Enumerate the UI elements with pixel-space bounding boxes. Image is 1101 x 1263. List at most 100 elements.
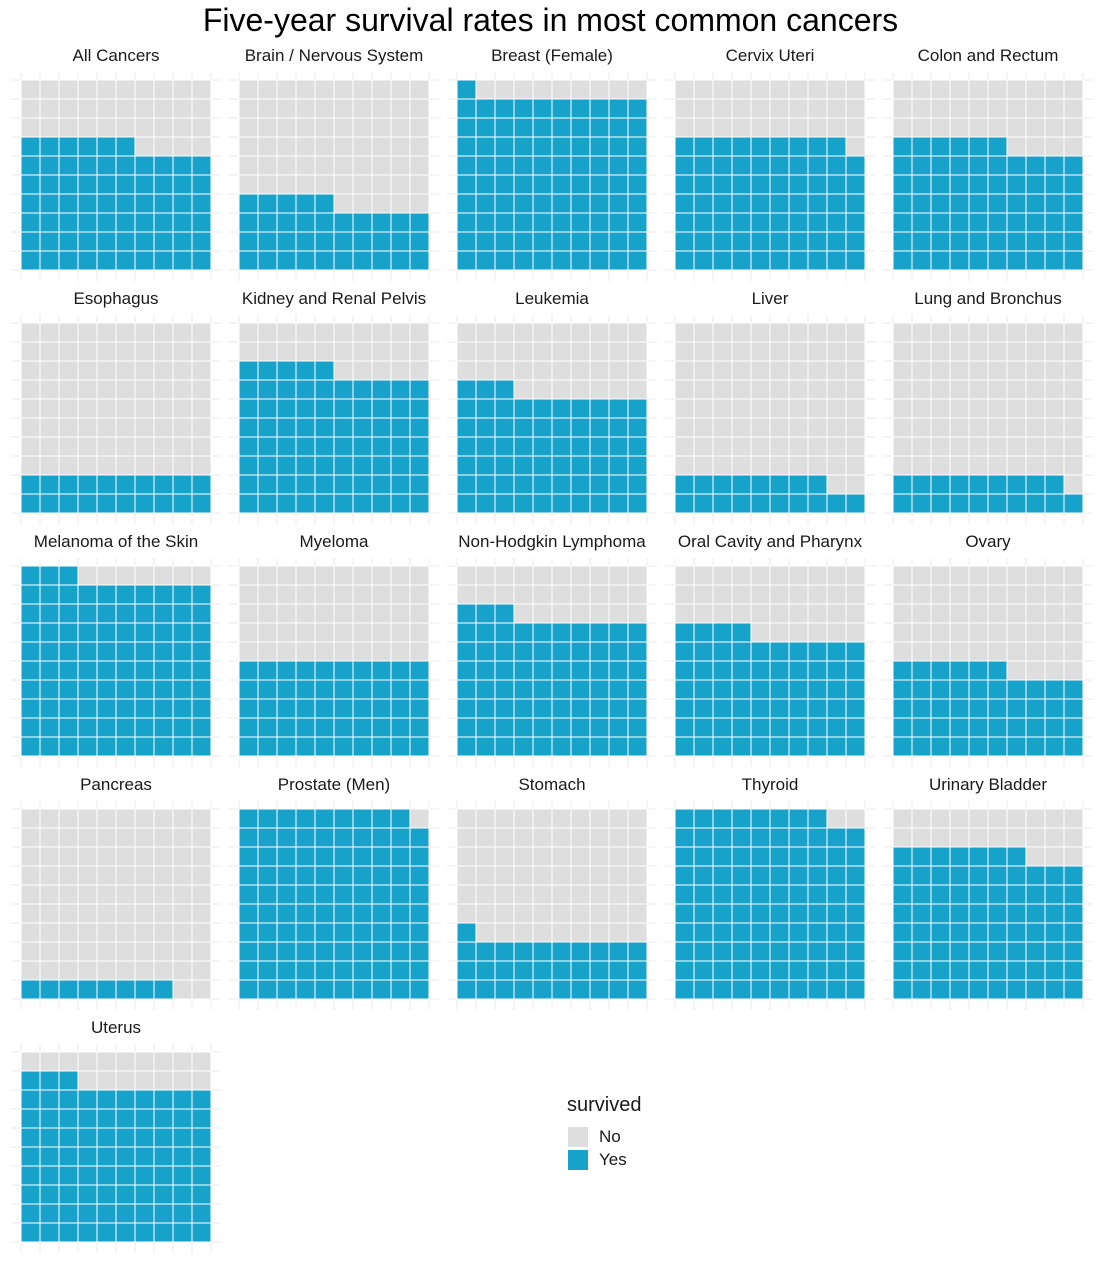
waffle-cell-no (892, 417, 913, 438)
waffle-cell-yes (352, 417, 373, 438)
waffle-cell-no (333, 193, 354, 214)
waffle-cell-yes (693, 193, 714, 214)
waffle-cell-yes (608, 736, 629, 757)
waffle-cell-yes (551, 679, 572, 700)
waffle-cell-yes (712, 960, 733, 981)
waffle-cell-no (627, 322, 648, 343)
waffle-cell-yes (551, 417, 572, 438)
waffle-cell-yes (96, 717, 117, 738)
waffle-cell-no (513, 379, 534, 400)
waffle-cell-no (390, 117, 411, 138)
waffle-cell-yes (257, 379, 278, 400)
waffle-cell-no (693, 417, 714, 438)
waffle-cell-yes (1025, 679, 1046, 700)
waffle-cell-no (949, 436, 970, 457)
waffle-cell-yes (475, 379, 496, 400)
waffle-cell-yes (295, 941, 316, 962)
waffle-cell-no (77, 360, 98, 381)
waffle-cell-yes (627, 455, 648, 476)
waffle-cell-yes (390, 455, 411, 476)
waffle-cell-yes (1006, 250, 1027, 271)
waffle-cell-yes (257, 398, 278, 419)
waffle-cell-yes (949, 679, 970, 700)
waffle-cell-yes (949, 884, 970, 905)
waffle-cell-yes (456, 960, 477, 981)
waffle-cell-no (20, 436, 41, 457)
waffle-cell-no (826, 98, 847, 119)
waffle-cell-yes (494, 136, 515, 157)
waffle-cell-yes (693, 922, 714, 943)
waffle-cell-yes (1006, 193, 1027, 214)
waffle-cell-no (238, 622, 259, 643)
waffle-cell-yes (693, 155, 714, 176)
waffle-cell-no (172, 379, 193, 400)
waffle-cell-yes (314, 884, 335, 905)
waffle-cell-no (930, 398, 951, 419)
waffle-cell-yes (153, 622, 174, 643)
waffle-cell-yes (134, 1089, 155, 1110)
waffle-cell-no (769, 603, 790, 624)
waffle-cell-yes (333, 398, 354, 419)
waffle-cell-no (96, 455, 117, 476)
waffle-cell-no (96, 865, 117, 886)
waffle-cell-yes (314, 846, 335, 867)
waffle-cell-yes (352, 827, 373, 848)
waffle-cell-no (39, 941, 60, 962)
waffle-cell-yes (551, 698, 572, 719)
waffle-cell-yes (570, 155, 591, 176)
waffle-cell-yes (532, 436, 553, 457)
waffle-cell-yes (39, 603, 60, 624)
waffle-cell-yes (674, 474, 695, 495)
waffle-cell-no (257, 622, 278, 643)
waffle-cell-no (1044, 436, 1065, 457)
waffle-cell-yes (693, 474, 714, 495)
waffle-cell-yes (115, 136, 136, 157)
legend: survived No Yes (567, 1092, 707, 1172)
waffle-cell-yes (1025, 884, 1046, 905)
waffle-cell-no (968, 398, 989, 419)
waffle-cell-yes (807, 717, 828, 738)
waffle-cell-no (115, 322, 136, 343)
waffle-cell-yes (968, 174, 989, 195)
waffle-cell-no (911, 641, 932, 662)
waffle-cell-no (532, 379, 553, 400)
waffle-cell-no (494, 584, 515, 605)
waffle-cell-no (20, 379, 41, 400)
waffle-cell-no (238, 341, 259, 362)
waffle-cell-yes (1044, 231, 1065, 252)
waffle-cell-no (826, 584, 847, 605)
waffle-cell-no (191, 941, 212, 962)
waffle-cell-yes (570, 436, 591, 457)
waffle-cell-yes (115, 174, 136, 195)
waffle-cell-yes (115, 698, 136, 719)
waffle-cell-yes (968, 846, 989, 867)
waffle-cell-yes (153, 660, 174, 681)
waffle-cell-yes (693, 641, 714, 662)
waffle-cell-yes (39, 1222, 60, 1243)
waffle-cell-no (191, 884, 212, 905)
waffle-cell-yes (826, 493, 847, 514)
waffle-cell-yes (608, 212, 629, 233)
waffle-cell-no (172, 341, 193, 362)
waffle-cell-no (892, 360, 913, 381)
waffle-cell-yes (295, 884, 316, 905)
waffle-cell-yes (551, 193, 572, 214)
waffle-cell-yes (750, 698, 771, 719)
waffle-cell-yes (39, 584, 60, 605)
waffle-cell-yes (693, 941, 714, 962)
waffle-cell-no (1063, 827, 1084, 848)
waffle-cell-yes (826, 717, 847, 738)
waffle-cell-yes (371, 212, 392, 233)
waffle-cell-no (20, 117, 41, 138)
waffle-cell-yes (845, 493, 866, 514)
waffle-cell-yes (769, 493, 790, 514)
waffle-cell-no (333, 584, 354, 605)
waffle-cell-yes (390, 922, 411, 943)
waffle-cell-no (712, 398, 733, 419)
waffle-cell-yes (77, 736, 98, 757)
waffle-cell-yes (788, 922, 809, 943)
waffle-cell-yes (627, 398, 648, 419)
waffle-cell-yes (693, 250, 714, 271)
waffle-cell-yes (674, 250, 695, 271)
waffle-cell-yes (39, 565, 60, 586)
